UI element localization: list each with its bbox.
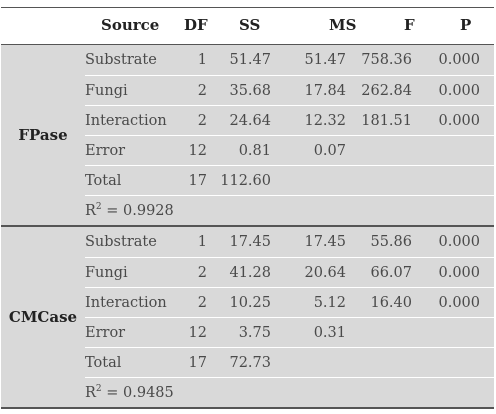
cell-f: [356, 348, 412, 378]
r-squared-number: = 0.9928: [101, 203, 174, 219]
cell-f: 758.36: [361, 52, 412, 68]
table-row: Error 12 3.75 0.31: [85, 317, 494, 348]
cell-ms: [295, 166, 346, 196]
cell-ss: 10.25: [229, 295, 271, 311]
r-squared-symbol: R: [85, 385, 96, 401]
cell-ss: 17.45: [229, 234, 271, 250]
cell-ms: 17.45: [304, 234, 346, 250]
r-squared-symbol: R: [85, 203, 96, 219]
cell-ms: 5.12: [313, 295, 346, 311]
cell-ss: 0.81: [238, 143, 271, 159]
cell-df: 1: [197, 52, 207, 68]
r-squared-exponent: 2: [95, 384, 102, 395]
cell-source: Substrate: [85, 234, 157, 250]
header-f: F: [404, 16, 415, 34]
group-1: CMCase Substrate 1 17.45 17.45 55.86 0.000 Fung…: [1, 227, 494, 407]
group-label: CMCase: [8, 308, 78, 326]
cell-ms: 20.64: [304, 265, 346, 281]
table-row: Fungi 2 41.28 20.64 66.07 0.000: [85, 257, 494, 288]
group-separator: [1, 225, 494, 227]
cell-p: 0.000: [438, 113, 480, 129]
cell-ms: 51.47: [304, 52, 346, 68]
r-squared-row: R2 = 0.9485: [85, 377, 494, 408]
cell-p: 0.000: [438, 83, 480, 99]
cell-ss: 41.28: [229, 265, 271, 281]
cell-source: Total: [85, 355, 122, 371]
cell-ss: 3.75: [238, 325, 271, 341]
header-ms: MS: [329, 16, 357, 34]
cell-df: 1: [197, 234, 207, 250]
table-row: Substrate 1 17.45 17.45 55.86 0.000: [85, 227, 494, 257]
cell-ss: 72.73: [229, 355, 271, 371]
cell-p: 0.000: [438, 265, 480, 281]
r-squared-value: R2 = 0.9928: [85, 196, 285, 226]
group-label: FPase: [18, 126, 68, 144]
cell-p: 0.000: [438, 295, 480, 311]
cell-ms: 0.07: [313, 143, 346, 159]
cell-df: 17: [188, 173, 207, 189]
r-squared-number: = 0.9485: [101, 385, 174, 401]
table-header: Source DF SS MS F P: [1, 7, 494, 45]
table-row: Interaction 2 10.25 5.12 16.40 0.000: [85, 287, 494, 318]
cell-source: Total: [85, 173, 122, 189]
cell-source: Error: [85, 325, 126, 341]
header-source: Source: [101, 16, 160, 34]
cell-source: Fungi: [85, 83, 128, 99]
cell-source: Error: [85, 143, 126, 159]
cell-source: Interaction: [85, 295, 167, 311]
cell-p: [434, 348, 480, 378]
header-ss: SS: [239, 16, 261, 34]
cell-p: [434, 318, 480, 348]
header-p: P: [460, 16, 472, 34]
cell-f: [356, 318, 412, 348]
group-separator: [1, 407, 494, 409]
cell-ms: 0.31: [313, 325, 346, 341]
cell-df: 12: [188, 143, 207, 159]
table-row: Substrate 1 51.47 51.47 758.36 0.000: [85, 45, 494, 75]
cell-f: 66.07: [370, 265, 412, 281]
cell-source: Fungi: [85, 265, 128, 281]
cell-f: 16.40: [370, 295, 412, 311]
cell-p: 0.000: [438, 234, 480, 250]
cell-ss: 24.64: [229, 113, 271, 129]
cell-f: 262.84: [361, 83, 412, 99]
cell-df: 2: [197, 295, 207, 311]
table-row: Error 12 0.81 0.07: [85, 135, 494, 166]
cell-f: [356, 136, 412, 166]
cell-df: 12: [188, 325, 207, 341]
r-squared-value: R2 = 0.9485: [85, 378, 285, 408]
cell-ms: 12.32: [304, 113, 346, 129]
cell-ss: 51.47: [229, 52, 271, 68]
cell-f: 181.51: [361, 113, 412, 129]
table-row: Fungi 2 35.68 17.84 262.84 0.000: [85, 75, 494, 106]
header-df: DF: [184, 16, 208, 34]
cell-source: Interaction: [85, 113, 167, 129]
cell-ss: 112.60: [220, 173, 271, 189]
cell-f: 55.86: [370, 234, 412, 250]
r-squared-row: R2 = 0.9928: [85, 195, 494, 226]
cell-df: 17: [188, 355, 207, 371]
cell-ms: 17.84: [304, 83, 346, 99]
cell-ms: [295, 348, 346, 378]
cell-f: [356, 166, 412, 196]
table-row: Total 17 72.73: [85, 347, 494, 378]
cell-p: 0.000: [438, 52, 480, 68]
cell-source: Substrate: [85, 52, 157, 68]
cell-df: 2: [197, 113, 207, 129]
cell-df: 2: [197, 265, 207, 281]
cell-df: 2: [197, 83, 207, 99]
table-row: Total 17 112.60: [85, 165, 494, 196]
cell-p: [434, 136, 480, 166]
cell-ss: 35.68: [229, 83, 271, 99]
r-squared-exponent: 2: [95, 202, 102, 213]
table-row: Interaction 2 24.64 12.32 181.51 0.000: [85, 105, 494, 136]
cell-p: [434, 166, 480, 196]
group-0: FPase Substrate 1 51.47 51.47 758.36 0.000 Fung…: [1, 45, 494, 225]
